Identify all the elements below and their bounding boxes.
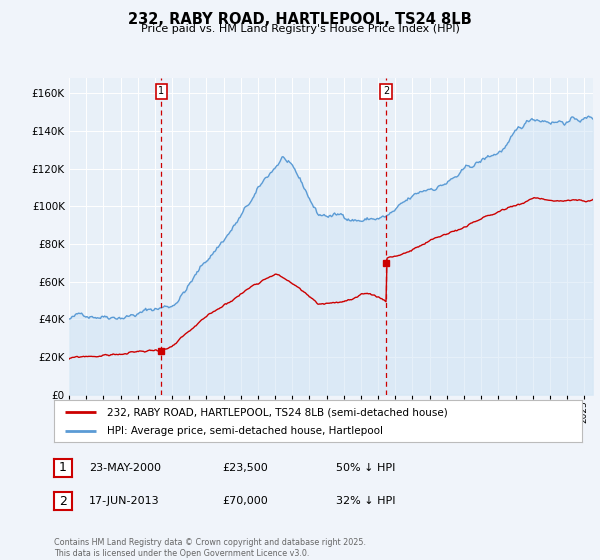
Text: 32% ↓ HPI: 32% ↓ HPI xyxy=(336,496,395,506)
Text: 2: 2 xyxy=(59,494,67,508)
Text: Price paid vs. HM Land Registry's House Price Index (HPI): Price paid vs. HM Land Registry's House … xyxy=(140,24,460,34)
Text: 1: 1 xyxy=(158,86,164,96)
Text: 50% ↓ HPI: 50% ↓ HPI xyxy=(336,463,395,473)
Text: 232, RABY ROAD, HARTLEPOOL, TS24 8LB: 232, RABY ROAD, HARTLEPOOL, TS24 8LB xyxy=(128,12,472,27)
Text: £23,500: £23,500 xyxy=(222,463,268,473)
Text: 232, RABY ROAD, HARTLEPOOL, TS24 8LB (semi-detached house): 232, RABY ROAD, HARTLEPOOL, TS24 8LB (se… xyxy=(107,407,448,417)
Text: 23-MAY-2000: 23-MAY-2000 xyxy=(89,463,161,473)
Text: 2: 2 xyxy=(383,86,389,96)
Text: 17-JUN-2013: 17-JUN-2013 xyxy=(89,496,160,506)
Text: HPI: Average price, semi-detached house, Hartlepool: HPI: Average price, semi-detached house,… xyxy=(107,427,383,436)
Text: £70,000: £70,000 xyxy=(222,496,268,506)
Text: Contains HM Land Registry data © Crown copyright and database right 2025.
This d: Contains HM Land Registry data © Crown c… xyxy=(54,538,366,558)
Text: 1: 1 xyxy=(59,461,67,474)
